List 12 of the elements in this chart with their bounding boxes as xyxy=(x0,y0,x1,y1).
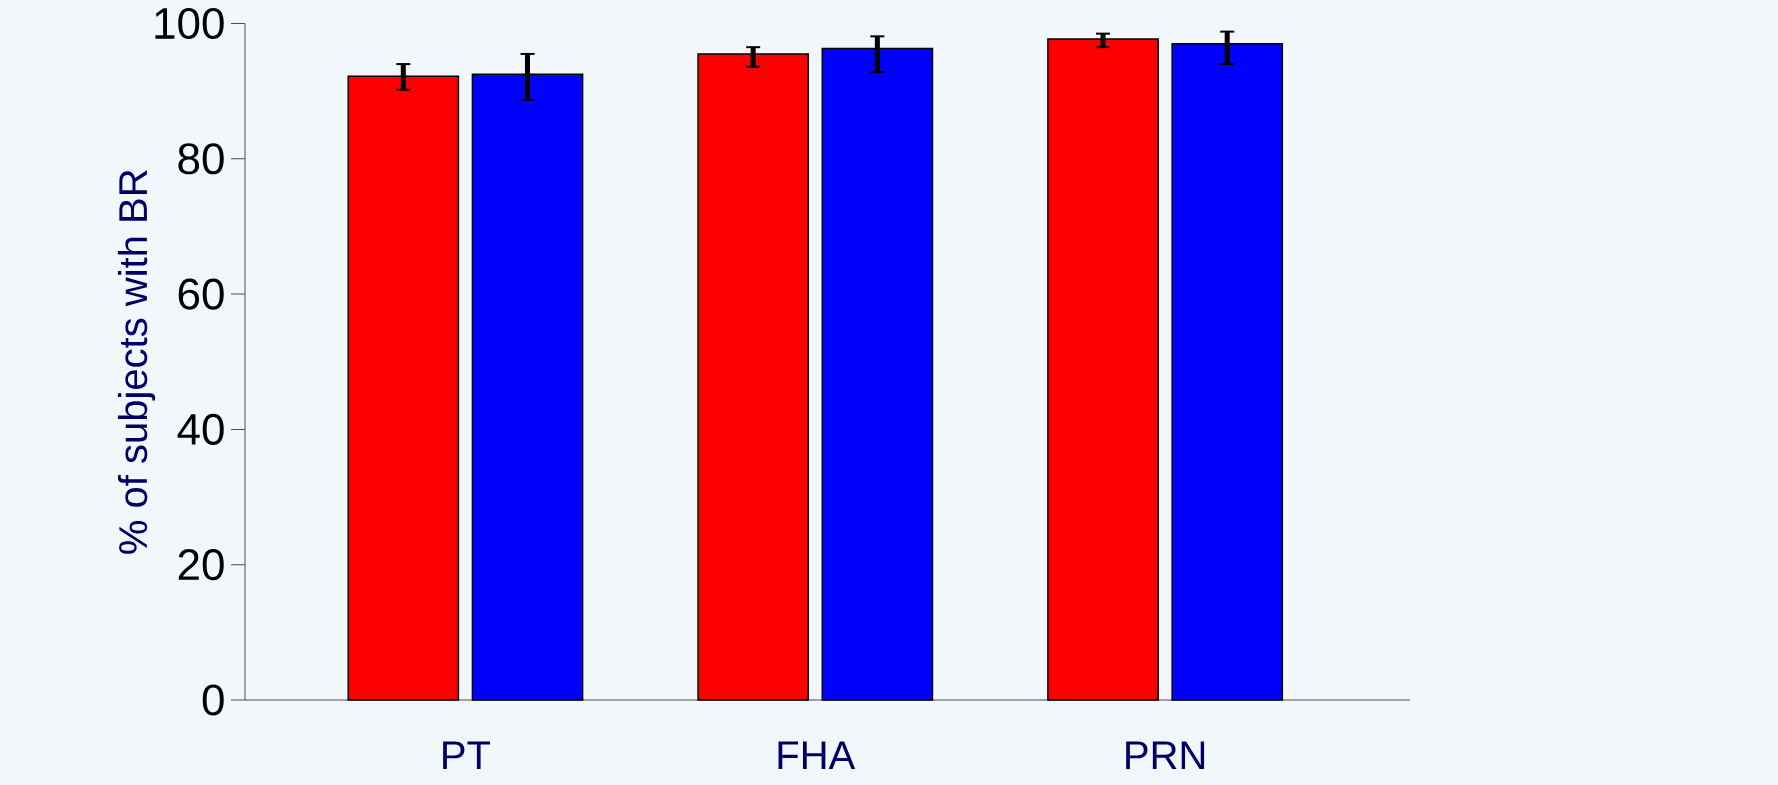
bar xyxy=(347,75,460,701)
bar xyxy=(1047,38,1159,701)
y-axis-title: % of subjects with BR xyxy=(117,170,156,554)
y-tick-label: 80 xyxy=(178,143,224,175)
y-tick-label: 20 xyxy=(178,549,224,581)
y-tick-label: 60 xyxy=(178,278,224,310)
x-tick-label: FHA xyxy=(778,741,856,770)
y-tick-label: 40 xyxy=(177,413,224,445)
x-tick-label: PT xyxy=(443,741,491,770)
x-tick-label: PRN xyxy=(1126,741,1205,770)
y-tick-label: 0 xyxy=(202,684,224,716)
y-tick-label: 100 xyxy=(155,7,224,40)
